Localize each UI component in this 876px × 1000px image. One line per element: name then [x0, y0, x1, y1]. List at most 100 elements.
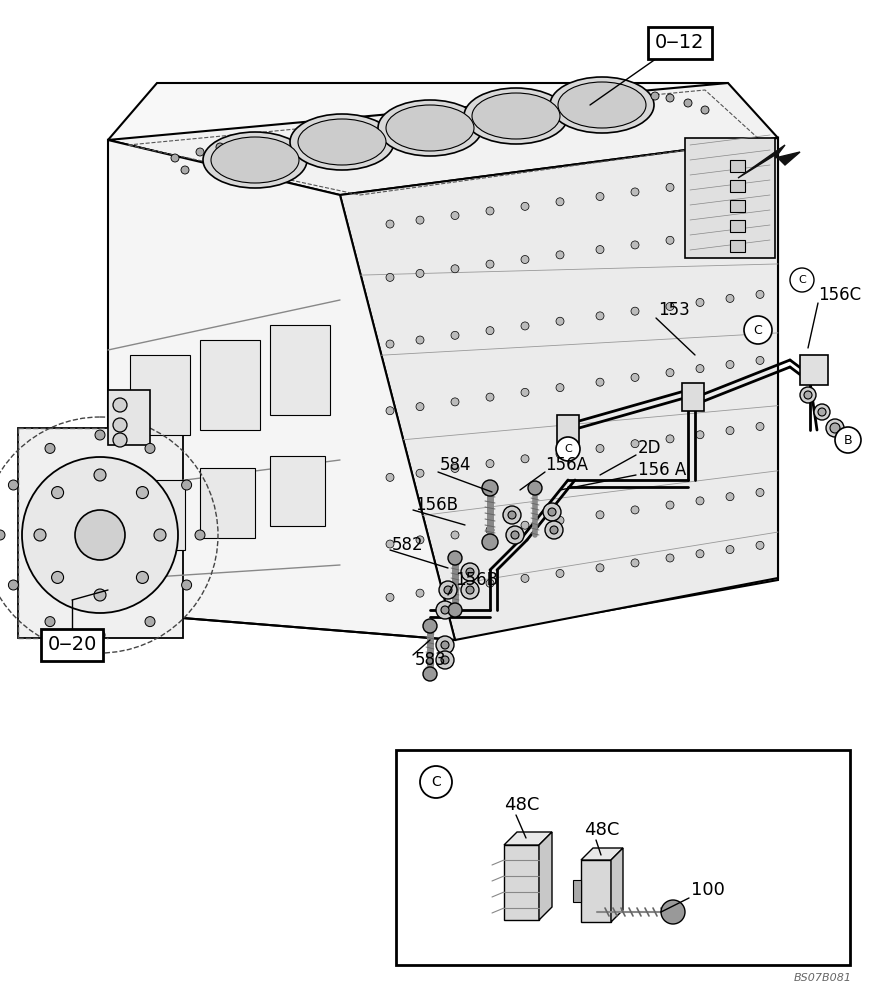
Circle shape: [566, 104, 574, 112]
Circle shape: [420, 766, 452, 798]
Circle shape: [666, 369, 674, 377]
Circle shape: [423, 667, 437, 681]
Circle shape: [486, 526, 494, 534]
Bar: [730, 200, 745, 212]
Circle shape: [236, 166, 244, 174]
Circle shape: [557, 438, 579, 460]
Circle shape: [461, 563, 479, 581]
Circle shape: [448, 551, 462, 565]
Circle shape: [181, 480, 192, 490]
Circle shape: [376, 134, 384, 142]
Circle shape: [726, 493, 734, 501]
Circle shape: [22, 457, 178, 613]
Circle shape: [634, 96, 642, 104]
Circle shape: [511, 531, 519, 539]
Circle shape: [818, 408, 826, 416]
Circle shape: [506, 526, 524, 544]
Bar: [730, 160, 745, 172]
Circle shape: [621, 108, 629, 116]
Polygon shape: [108, 140, 455, 640]
Circle shape: [113, 433, 127, 447]
Circle shape: [631, 559, 639, 567]
Circle shape: [696, 179, 704, 187]
Text: 156B: 156B: [455, 571, 498, 589]
Text: 100: 100: [691, 881, 724, 899]
Circle shape: [451, 464, 459, 472]
Circle shape: [0, 530, 5, 540]
Circle shape: [441, 641, 449, 649]
Circle shape: [461, 581, 479, 599]
Circle shape: [684, 99, 692, 107]
Circle shape: [631, 373, 639, 381]
Polygon shape: [504, 832, 552, 845]
Circle shape: [466, 568, 474, 576]
Circle shape: [451, 531, 459, 539]
Circle shape: [696, 232, 704, 240]
Circle shape: [756, 422, 764, 430]
Circle shape: [726, 546, 734, 554]
Circle shape: [113, 418, 127, 432]
Bar: [270, 325, 330, 415]
Circle shape: [596, 312, 604, 320]
Circle shape: [482, 534, 498, 550]
Circle shape: [137, 487, 148, 499]
Polygon shape: [108, 83, 778, 638]
Circle shape: [756, 224, 764, 232]
Circle shape: [436, 601, 454, 619]
Circle shape: [416, 336, 424, 344]
Circle shape: [451, 212, 459, 220]
Ellipse shape: [211, 137, 299, 183]
Circle shape: [446, 134, 454, 142]
Circle shape: [386, 473, 394, 481]
Bar: [18, 428, 183, 638]
Circle shape: [631, 188, 639, 196]
Circle shape: [34, 529, 46, 541]
Circle shape: [451, 331, 459, 339]
Bar: [108, 390, 150, 445]
Circle shape: [666, 302, 674, 310]
Circle shape: [556, 569, 564, 577]
Text: 48C: 48C: [584, 821, 619, 839]
Circle shape: [45, 443, 55, 453]
Circle shape: [756, 489, 764, 497]
Circle shape: [416, 536, 424, 544]
Circle shape: [386, 273, 394, 281]
Circle shape: [814, 404, 830, 420]
Text: 2D: 2D: [638, 439, 661, 457]
Circle shape: [556, 251, 564, 259]
Polygon shape: [504, 845, 539, 920]
Circle shape: [181, 166, 189, 174]
Circle shape: [486, 460, 494, 468]
Circle shape: [556, 516, 564, 524]
Text: 0‒20: 0‒20: [47, 636, 96, 654]
Text: BS07B081: BS07B081: [794, 973, 852, 983]
Circle shape: [154, 529, 166, 541]
Circle shape: [528, 481, 542, 495]
Polygon shape: [539, 832, 552, 920]
Circle shape: [45, 617, 55, 627]
Circle shape: [145, 443, 155, 453]
Circle shape: [448, 603, 462, 617]
Polygon shape: [108, 83, 778, 640]
Circle shape: [441, 656, 449, 664]
Text: 156A: 156A: [545, 456, 588, 474]
Circle shape: [596, 444, 604, 452]
Bar: [200, 340, 260, 430]
Circle shape: [171, 154, 179, 162]
Circle shape: [631, 440, 639, 448]
Circle shape: [651, 92, 659, 100]
Ellipse shape: [472, 93, 560, 139]
Bar: [685, 138, 775, 258]
Bar: [730, 180, 745, 192]
Circle shape: [95, 630, 105, 640]
Circle shape: [423, 619, 437, 633]
Circle shape: [556, 198, 564, 206]
Circle shape: [416, 403, 424, 411]
Circle shape: [726, 361, 734, 369]
Text: C: C: [564, 444, 572, 454]
Circle shape: [631, 241, 639, 249]
Circle shape: [181, 580, 192, 590]
Circle shape: [508, 511, 516, 519]
Circle shape: [271, 164, 279, 172]
Circle shape: [481, 116, 489, 124]
